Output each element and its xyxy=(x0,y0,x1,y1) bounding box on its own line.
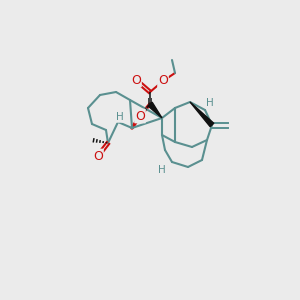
Text: O: O xyxy=(93,149,103,163)
Polygon shape xyxy=(190,102,214,127)
Text: O: O xyxy=(131,74,141,86)
Polygon shape xyxy=(148,102,162,118)
Text: O: O xyxy=(135,110,145,122)
Text: H: H xyxy=(116,112,124,122)
Text: O: O xyxy=(158,74,168,88)
Text: H: H xyxy=(206,98,214,108)
Text: H: H xyxy=(158,165,166,175)
